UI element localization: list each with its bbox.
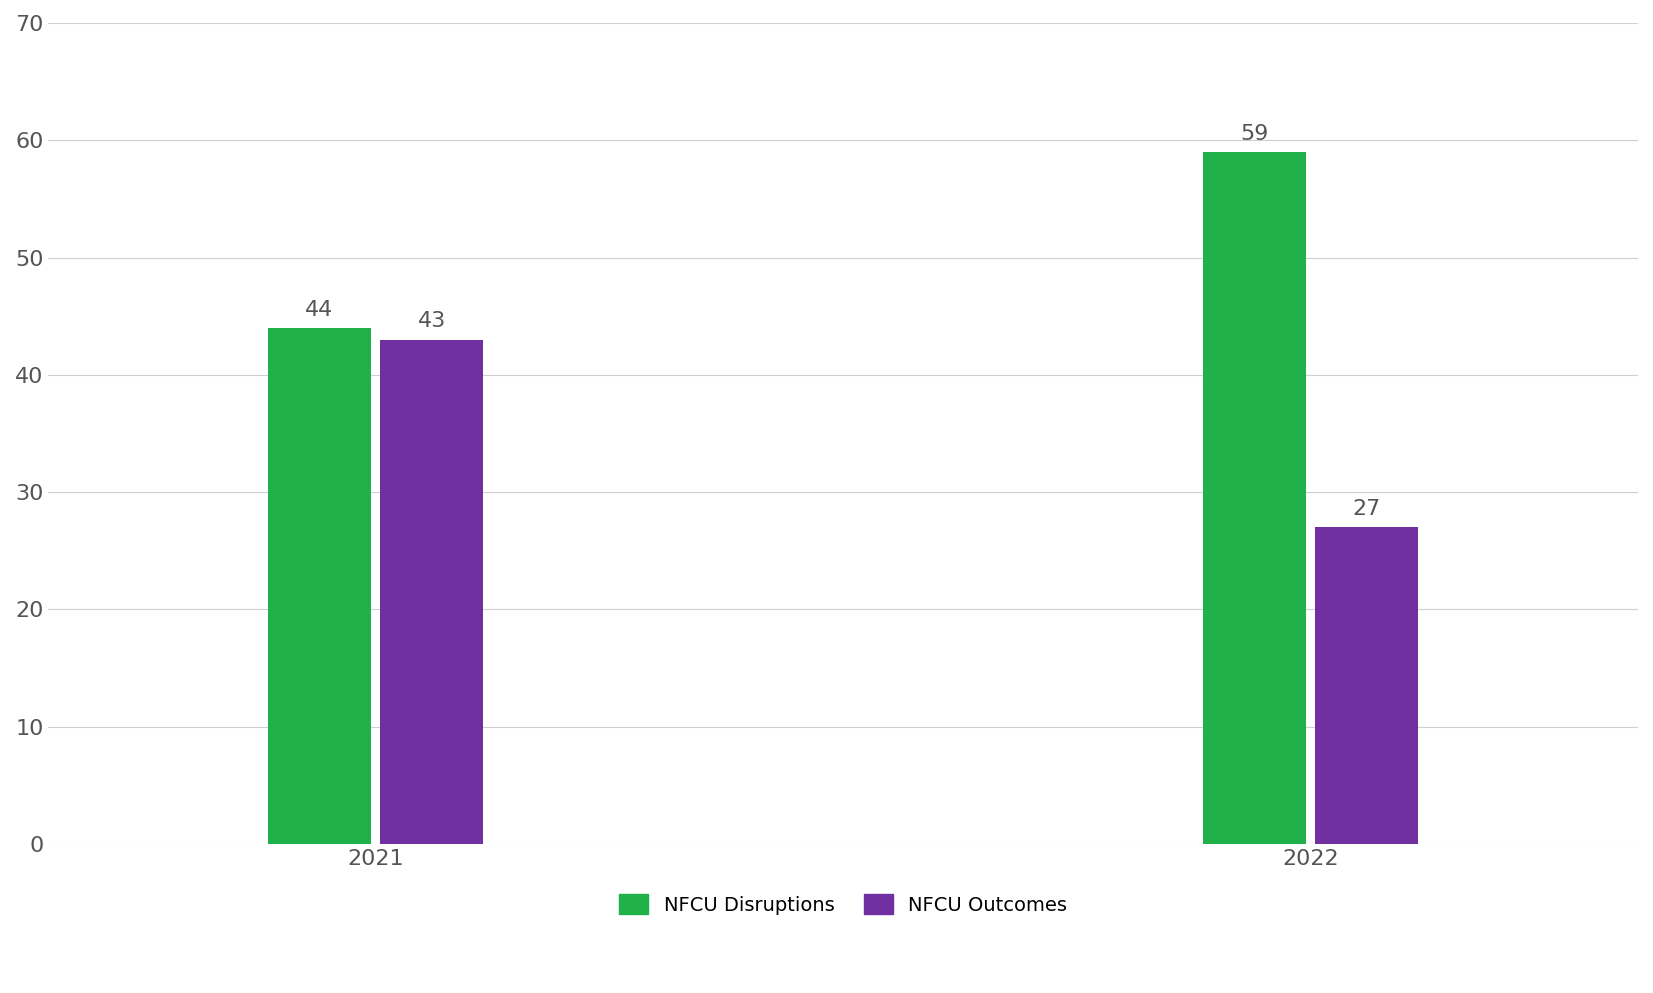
Text: 59: 59 <box>1240 124 1270 144</box>
Legend: NFCU Disruptions, NFCU Outcomes: NFCU Disruptions, NFCU Outcomes <box>610 885 1078 924</box>
Text: 44: 44 <box>306 300 334 320</box>
Bar <box>268 328 370 844</box>
Bar <box>1203 152 1306 844</box>
Text: 27: 27 <box>1352 499 1380 519</box>
Bar <box>380 340 483 844</box>
Bar <box>1316 527 1418 844</box>
Text: 43: 43 <box>418 312 446 332</box>
